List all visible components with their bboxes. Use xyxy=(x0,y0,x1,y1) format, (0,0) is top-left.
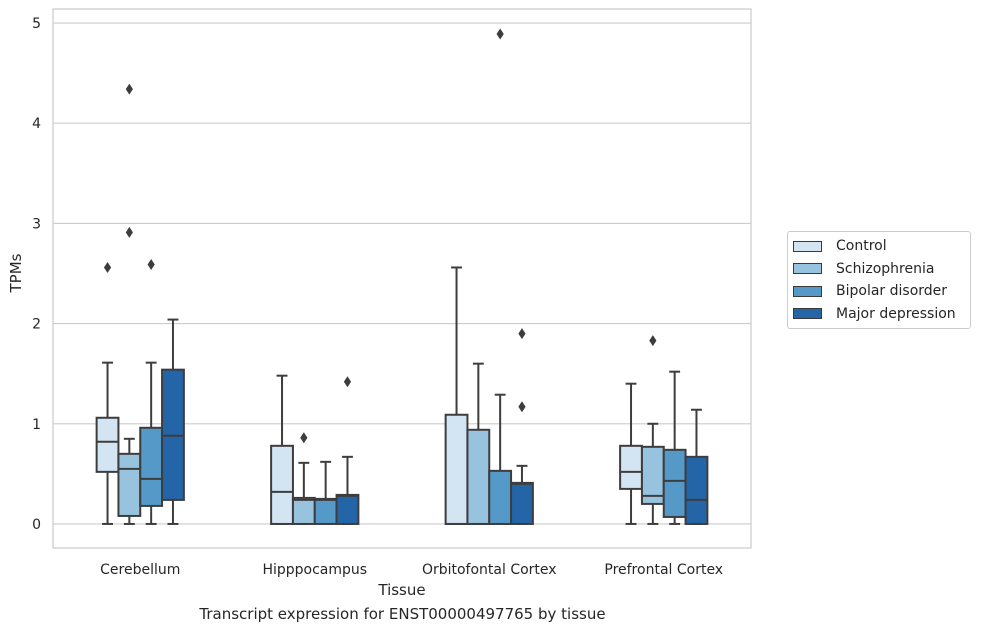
y-tick-label-3: 3 xyxy=(32,216,41,232)
y-tick-label-1: 1 xyxy=(32,417,41,433)
legend-item-2: Schizophrenia xyxy=(788,258,970,281)
box-1-4 xyxy=(161,318,185,525)
box-2-4 xyxy=(335,376,360,525)
outlier-point xyxy=(518,328,526,340)
box-iqr xyxy=(510,481,534,525)
y-tick-labels: 0 1 2 3 4 5 xyxy=(32,16,41,533)
box-iqr xyxy=(444,413,469,525)
x-axis-label: Tissue xyxy=(377,581,425,599)
y-tick-label-0: 0 xyxy=(32,517,41,533)
chart-caption: Transcript expression for ENST0000049776… xyxy=(199,605,606,623)
legend-swatch xyxy=(793,308,822,320)
legend-item-1: Control xyxy=(788,235,970,258)
outlier-point xyxy=(649,335,657,347)
box-iqr xyxy=(270,444,294,525)
outlier-point xyxy=(125,83,133,95)
plot-frame xyxy=(52,8,752,549)
outlier-point xyxy=(147,258,155,270)
box-4-4 xyxy=(684,408,709,525)
box-2-1 xyxy=(270,374,294,525)
box-3-3 xyxy=(488,28,513,525)
box-iqr xyxy=(466,428,491,525)
y-tick-label-2: 2 xyxy=(32,317,41,333)
box-iqr xyxy=(95,416,120,473)
box-1-2 xyxy=(117,83,142,525)
x-tick-label-1: Cerebellum xyxy=(100,562,180,578)
legend-label: Control xyxy=(836,238,887,255)
box-iqr xyxy=(619,444,643,490)
box-2-2 xyxy=(291,432,316,525)
box-4-1 xyxy=(619,382,643,525)
legend-item-3: Bipolar disorder xyxy=(788,280,970,303)
box-iqr xyxy=(117,452,142,517)
legend-swatch xyxy=(793,240,822,252)
y-tick-label-4: 4 xyxy=(32,116,41,132)
y-tick-label-5: 5 xyxy=(32,16,41,32)
x-tick-label-3: Orbitofontal Cortex xyxy=(422,562,557,578)
legend-label: Bipolar disorder xyxy=(836,283,948,300)
box-iqr xyxy=(139,426,164,507)
legend-swatch xyxy=(793,285,822,297)
box-2-3 xyxy=(313,460,338,525)
box-iqr xyxy=(684,455,709,525)
legend-swatch xyxy=(793,263,822,275)
box-iqr xyxy=(313,497,338,525)
outlier-point xyxy=(518,401,526,413)
box-1-1 xyxy=(95,261,120,525)
box-3-1 xyxy=(444,266,469,525)
legend-label: Schizophrenia xyxy=(836,260,935,277)
box-3-2 xyxy=(466,362,491,525)
outlier-point xyxy=(125,226,133,238)
legend: Control Schizophrenia Bipolar disorder Majo… xyxy=(787,231,971,329)
box-iqr xyxy=(291,496,316,525)
box-1-3 xyxy=(139,258,164,525)
outlier-point xyxy=(496,28,504,40)
box-4-3 xyxy=(662,370,687,525)
y-axis-label: TPMs xyxy=(7,253,25,293)
outlier-point xyxy=(343,376,352,388)
box-iqr xyxy=(161,368,185,501)
x-tick-label-2: Hipppocampus xyxy=(262,562,367,578)
box-iqr xyxy=(335,493,360,525)
box-iqr xyxy=(662,448,687,518)
legend-item-4: Major depression xyxy=(788,303,970,326)
outlier-point xyxy=(300,432,308,444)
box-3-4 xyxy=(510,328,534,525)
legend-label: Major depression xyxy=(836,305,956,322)
x-tick-label-4: Prefrontal Cortex xyxy=(604,562,723,578)
box-group xyxy=(95,28,709,525)
box-iqr xyxy=(488,469,513,525)
outlier-point xyxy=(103,261,112,273)
x-tick-labels: Cerebellum Hipppocampus Orbitofontal Corte… xyxy=(100,562,723,578)
box-4-2 xyxy=(640,335,665,525)
